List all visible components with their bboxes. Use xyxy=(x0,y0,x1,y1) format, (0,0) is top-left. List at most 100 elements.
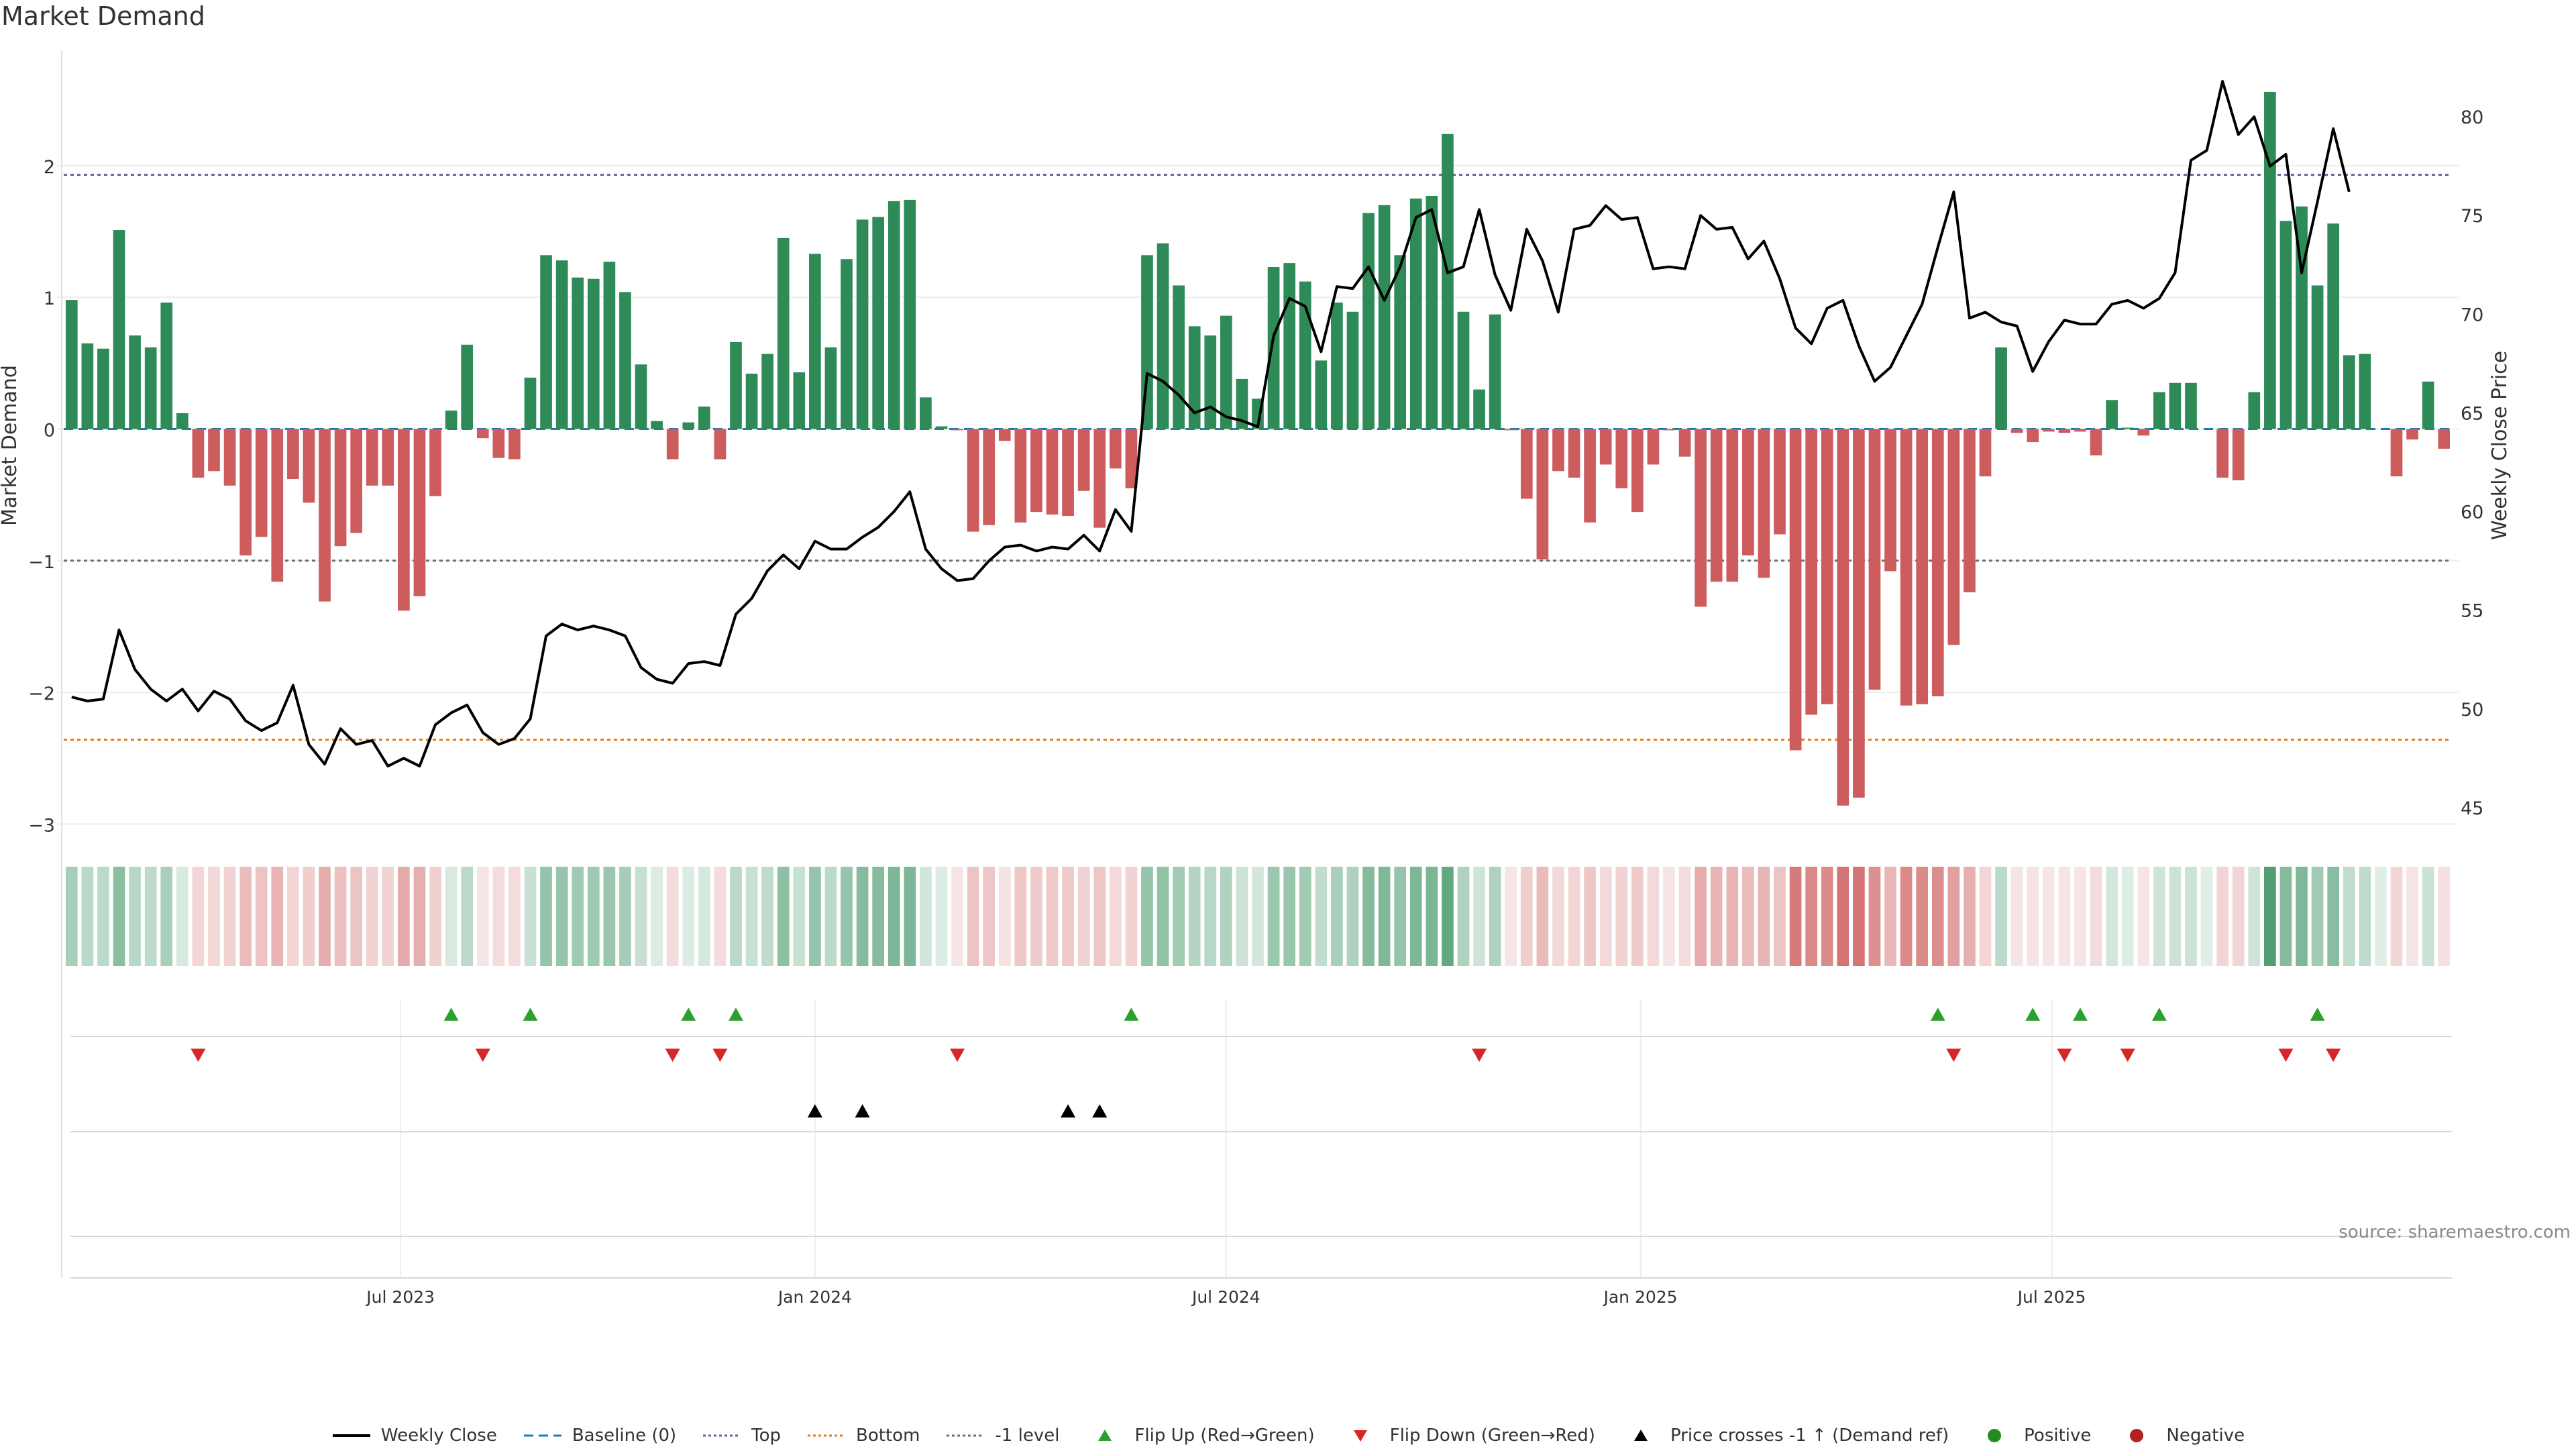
heat-cell xyxy=(1173,867,1185,966)
demand-bar xyxy=(1236,378,1248,429)
demand-bar xyxy=(334,429,347,547)
heat-cell xyxy=(651,867,663,966)
demand-bar xyxy=(1062,429,1074,517)
flip-down-marker xyxy=(2057,1049,2072,1062)
y-left-tick-label: −3 xyxy=(28,815,55,836)
chart-title: Market Demand xyxy=(1,1,205,31)
x-tick-label: Jan 2024 xyxy=(777,1287,852,1307)
price-cross-marker xyxy=(807,1104,822,1118)
heat-cell xyxy=(2074,867,2086,966)
heat-cell xyxy=(1030,867,1042,966)
heat-cell xyxy=(1520,867,1533,966)
heat-cell xyxy=(682,867,695,966)
demand-bar xyxy=(366,429,378,486)
heat-cell xyxy=(1552,867,1564,966)
demand-bar xyxy=(1426,196,1438,429)
heat-cell xyxy=(1014,867,1027,966)
y-left-tick-label: −1 xyxy=(28,552,55,573)
heat-cell xyxy=(967,867,979,966)
demand-bar xyxy=(2438,429,2451,449)
demand-bar xyxy=(1979,429,1992,477)
demand-bar xyxy=(730,341,742,429)
demand-bar xyxy=(129,335,141,429)
flip-down-marker xyxy=(1946,1049,1962,1062)
heat-cell xyxy=(350,867,362,966)
demand-bar xyxy=(951,429,963,431)
heat-cell xyxy=(2438,867,2451,966)
x-tick-label: Jan 2025 xyxy=(1602,1287,1677,1307)
heat-cell xyxy=(2027,867,2039,966)
legend-item: Negative xyxy=(2116,1426,2245,1446)
y-right-axis-title: Weekly Close Price xyxy=(2488,351,2512,540)
heat-cell xyxy=(1204,867,1217,966)
flip-up-marker xyxy=(681,1008,696,1021)
legend-swatch xyxy=(947,1434,985,1437)
y-left-tick-label: 1 xyxy=(44,288,55,309)
heat-cell xyxy=(223,867,236,966)
demand-bar xyxy=(983,429,996,525)
heat-cell xyxy=(1236,867,1248,966)
demand-bar xyxy=(223,429,236,486)
demand-bar xyxy=(2232,429,2245,481)
demand-bar xyxy=(1821,429,1833,704)
demand-bar xyxy=(1868,429,1881,690)
heat-cell xyxy=(698,867,710,966)
heat-cell xyxy=(1568,867,1580,966)
heat-cell xyxy=(2121,867,2134,966)
demand-bar xyxy=(635,364,647,429)
heat-cell xyxy=(761,867,773,966)
demand-bar xyxy=(745,374,758,429)
heat-cell xyxy=(1046,867,1059,966)
y-left-tick-label: 0 xyxy=(44,420,55,441)
heat-cell xyxy=(208,867,220,966)
demand-bar xyxy=(1283,263,1295,429)
heat-cell xyxy=(1931,867,1944,966)
heat-cell xyxy=(888,867,900,966)
flip-down-marker xyxy=(950,1049,965,1062)
heat-cell xyxy=(1726,867,1739,966)
flip-down-marker xyxy=(665,1049,680,1062)
heat-cell xyxy=(1109,867,1122,966)
heat-cell xyxy=(2311,867,2324,966)
flip-up-marker xyxy=(2025,1008,2041,1021)
heat-cell xyxy=(1362,867,1375,966)
demand-bar xyxy=(888,201,900,429)
legend-swatch xyxy=(808,1434,846,1437)
legend-swatch xyxy=(1098,1430,1112,1441)
demand-bar xyxy=(271,429,284,582)
heat-cell xyxy=(2216,867,2229,966)
heat-cell xyxy=(935,867,948,966)
heat-cell xyxy=(334,867,347,966)
demand-bar xyxy=(2185,382,2197,429)
flip-down-marker xyxy=(475,1049,490,1062)
legend-label: Flip Up (Red→Green) xyxy=(1134,1426,1315,1446)
heat-cell xyxy=(2390,867,2403,966)
demand-bar xyxy=(603,262,616,429)
demand-bar xyxy=(1568,429,1580,478)
demand-bar xyxy=(97,348,109,429)
demand-bar xyxy=(1710,429,1723,582)
legend-swatch xyxy=(523,1434,561,1437)
heat-cell xyxy=(1077,867,1090,966)
heat-cell xyxy=(1283,867,1295,966)
demand-bar xyxy=(1077,429,1090,491)
demand-bar xyxy=(2042,429,2055,432)
demand-bar xyxy=(1362,213,1375,429)
heat-cell xyxy=(2137,867,2150,966)
demand-bar xyxy=(1267,267,1280,429)
legend-swatch xyxy=(2130,1429,2144,1442)
demand-bar xyxy=(113,230,125,429)
legend-item: Baseline (0) xyxy=(523,1426,676,1446)
heat-cell xyxy=(2010,867,2023,966)
demand-bar xyxy=(239,429,252,555)
flip-up-marker xyxy=(2151,1008,2167,1021)
demand-bar xyxy=(1141,255,1153,429)
demand-bar xyxy=(1552,429,1564,472)
flip-down-marker xyxy=(1472,1049,1487,1062)
heat-cell xyxy=(476,867,489,966)
demand-bar xyxy=(2010,429,2023,433)
price-cross-marker xyxy=(1061,1104,1076,1118)
demand-bar xyxy=(1884,429,1896,572)
heat-cell xyxy=(1758,867,1770,966)
heat-cell xyxy=(2264,867,2276,966)
